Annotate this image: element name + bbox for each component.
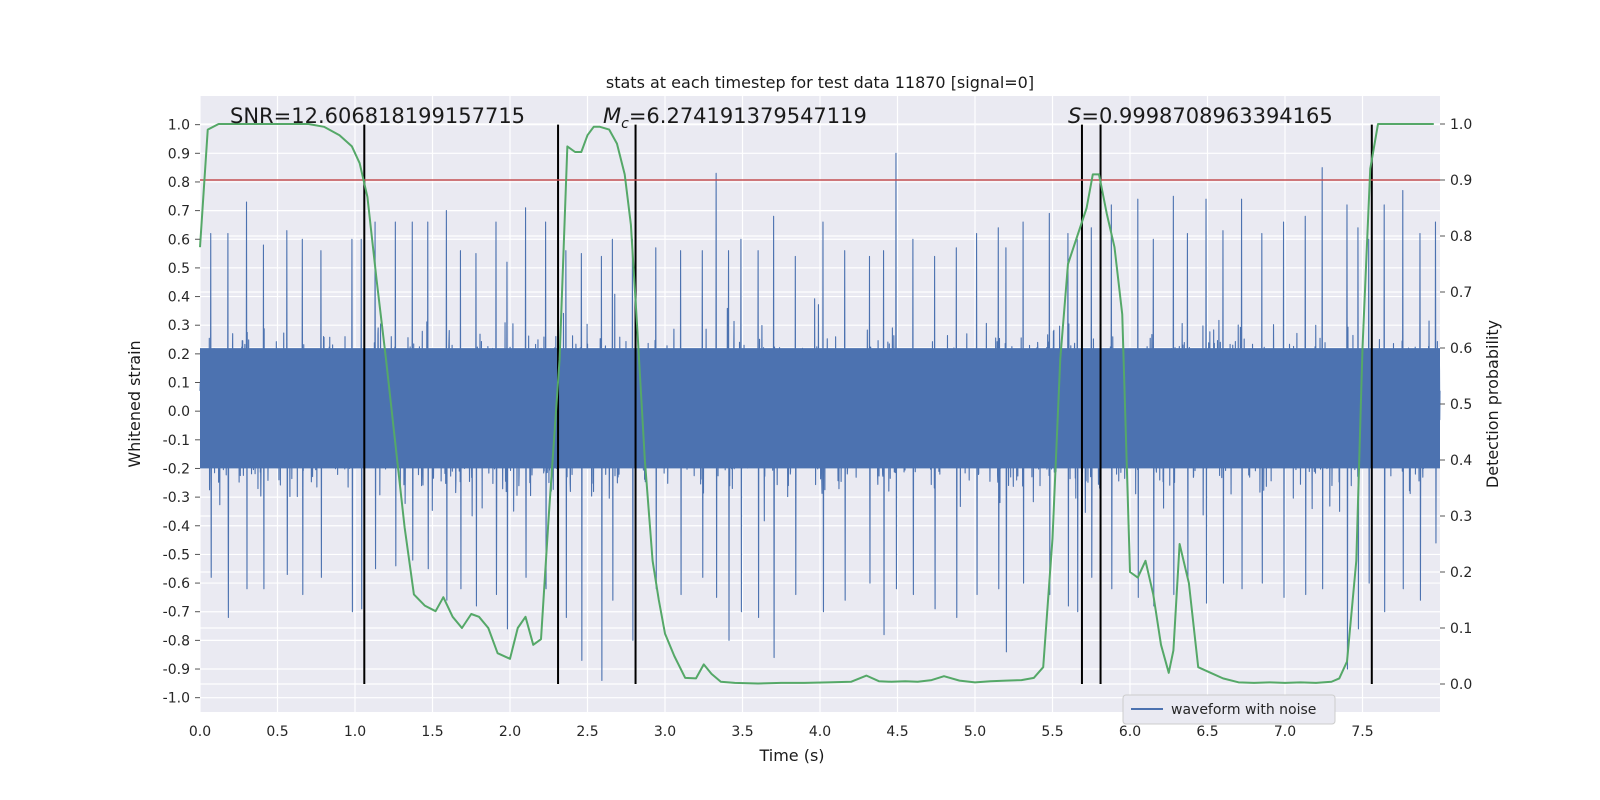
probability-line: [199, 123, 1434, 685]
y-tick-label: 0.9: [168, 146, 190, 162]
chart-title: stats at each timestep for test data 118…: [606, 73, 1034, 92]
tick-labels: 0.0 0.5 1.0 1.5 2.0 2.5 3.0 3.5 4.0 4.5 5.0 5.5 6.0 6…: [163, 117, 1473, 740]
y-tick-label: -0.8: [163, 633, 190, 649]
y-tick-label: -0.5: [163, 547, 190, 563]
x-tick-label: 5.0: [964, 724, 986, 740]
y-tick-label: 0.1: [168, 376, 190, 392]
x-tick-label: 2.5: [576, 724, 598, 740]
y2-tick-label: 1.0: [1450, 117, 1472, 133]
statistic-symbol: S: [1068, 104, 1081, 128]
chirp-mass-subscript: c: [621, 116, 629, 132]
y-tick-label: -0.3: [163, 490, 190, 506]
y2-tick-label: 0.0: [1450, 677, 1472, 693]
y-tick-label: -0.4: [163, 519, 190, 535]
waveform-series: [199, 152, 1441, 682]
x-tick-label: 1.5: [421, 724, 443, 740]
waveform-core-band: [200, 348, 1440, 469]
y-axis-title: Whitened strain: [125, 340, 144, 467]
y2-tick-label: 0.8: [1450, 229, 1472, 245]
y2-tick-label: 0.7: [1450, 285, 1472, 301]
x-tick-label: 5.5: [1041, 724, 1063, 740]
y2-tick-label: 0.4: [1450, 453, 1472, 469]
x-tick-label: 6.5: [1196, 724, 1218, 740]
statistic-value: =0.9998708963394165: [1081, 104, 1332, 128]
x-tick-label: 7.5: [1351, 724, 1373, 740]
y-tick-label: -0.1: [163, 433, 190, 449]
y2-tick-label: 0.1: [1450, 621, 1472, 637]
y2-tick-label: 0.3: [1450, 509, 1472, 525]
y-tick-label: 0.4: [168, 290, 190, 306]
chirp-mass-value: =6.274191379547119: [629, 104, 867, 128]
y2-tick-label: 0.5: [1450, 397, 1472, 413]
y-tick-label: -0.2: [163, 461, 190, 477]
y-tick-label: -0.9: [163, 662, 190, 678]
y-tick-label: -1.0: [163, 691, 190, 707]
x-tick-label: 4.5: [886, 724, 908, 740]
y-tick-label: 0.6: [168, 232, 190, 248]
statistic-annotation: S=0.9998708963394165: [1068, 104, 1333, 128]
y-tick-label: 0.5: [168, 261, 190, 277]
x-tick-label: 3.5: [731, 724, 753, 740]
y-tick-label: -0.6: [163, 576, 190, 592]
y2-tick-label: 0.2: [1450, 565, 1472, 581]
x-tick-label: 3.0: [654, 724, 676, 740]
chirp-mass-symbol: M: [603, 104, 621, 128]
x-tick-label: 1.0: [344, 724, 366, 740]
y-tick-label: -0.7: [163, 605, 190, 621]
chirp-mass-annotation: Mc=6.274191379547119: [603, 104, 867, 132]
vertical-markers: [363, 124, 1373, 684]
y2-tick-label: 0.6: [1450, 341, 1472, 357]
x-axis-title: Time (s): [758, 746, 824, 765]
y2-tick-label: 0.9: [1450, 173, 1472, 189]
y-tick-label: 0.8: [168, 175, 190, 191]
x-tick-label: 4.0: [809, 724, 831, 740]
legend-entry: waveform with noise: [1171, 702, 1316, 718]
x-tick-label: 0.0: [189, 724, 211, 740]
y-tick-label: 0.2: [168, 347, 190, 363]
y-tick-label: 0.3: [168, 318, 190, 334]
probability-series: [199, 123, 1434, 685]
legend: waveform with noise: [1122, 694, 1336, 725]
y-tick-label: 1.0: [168, 118, 190, 134]
legend-box: [1122, 694, 1336, 725]
snr-annotation: SNR=12.606818199157715: [230, 104, 525, 128]
y2-axis-title: Detection probability: [1483, 320, 1502, 488]
x-tick-label: 0.5: [266, 724, 288, 740]
y-tick-label: 0.7: [168, 204, 190, 220]
y-tick-label: 0.0: [168, 404, 190, 420]
x-tick-label: 6.0: [1119, 724, 1141, 740]
x-tick-label: 2.0: [499, 724, 521, 740]
x-tick-label: 7.0: [1274, 724, 1296, 740]
